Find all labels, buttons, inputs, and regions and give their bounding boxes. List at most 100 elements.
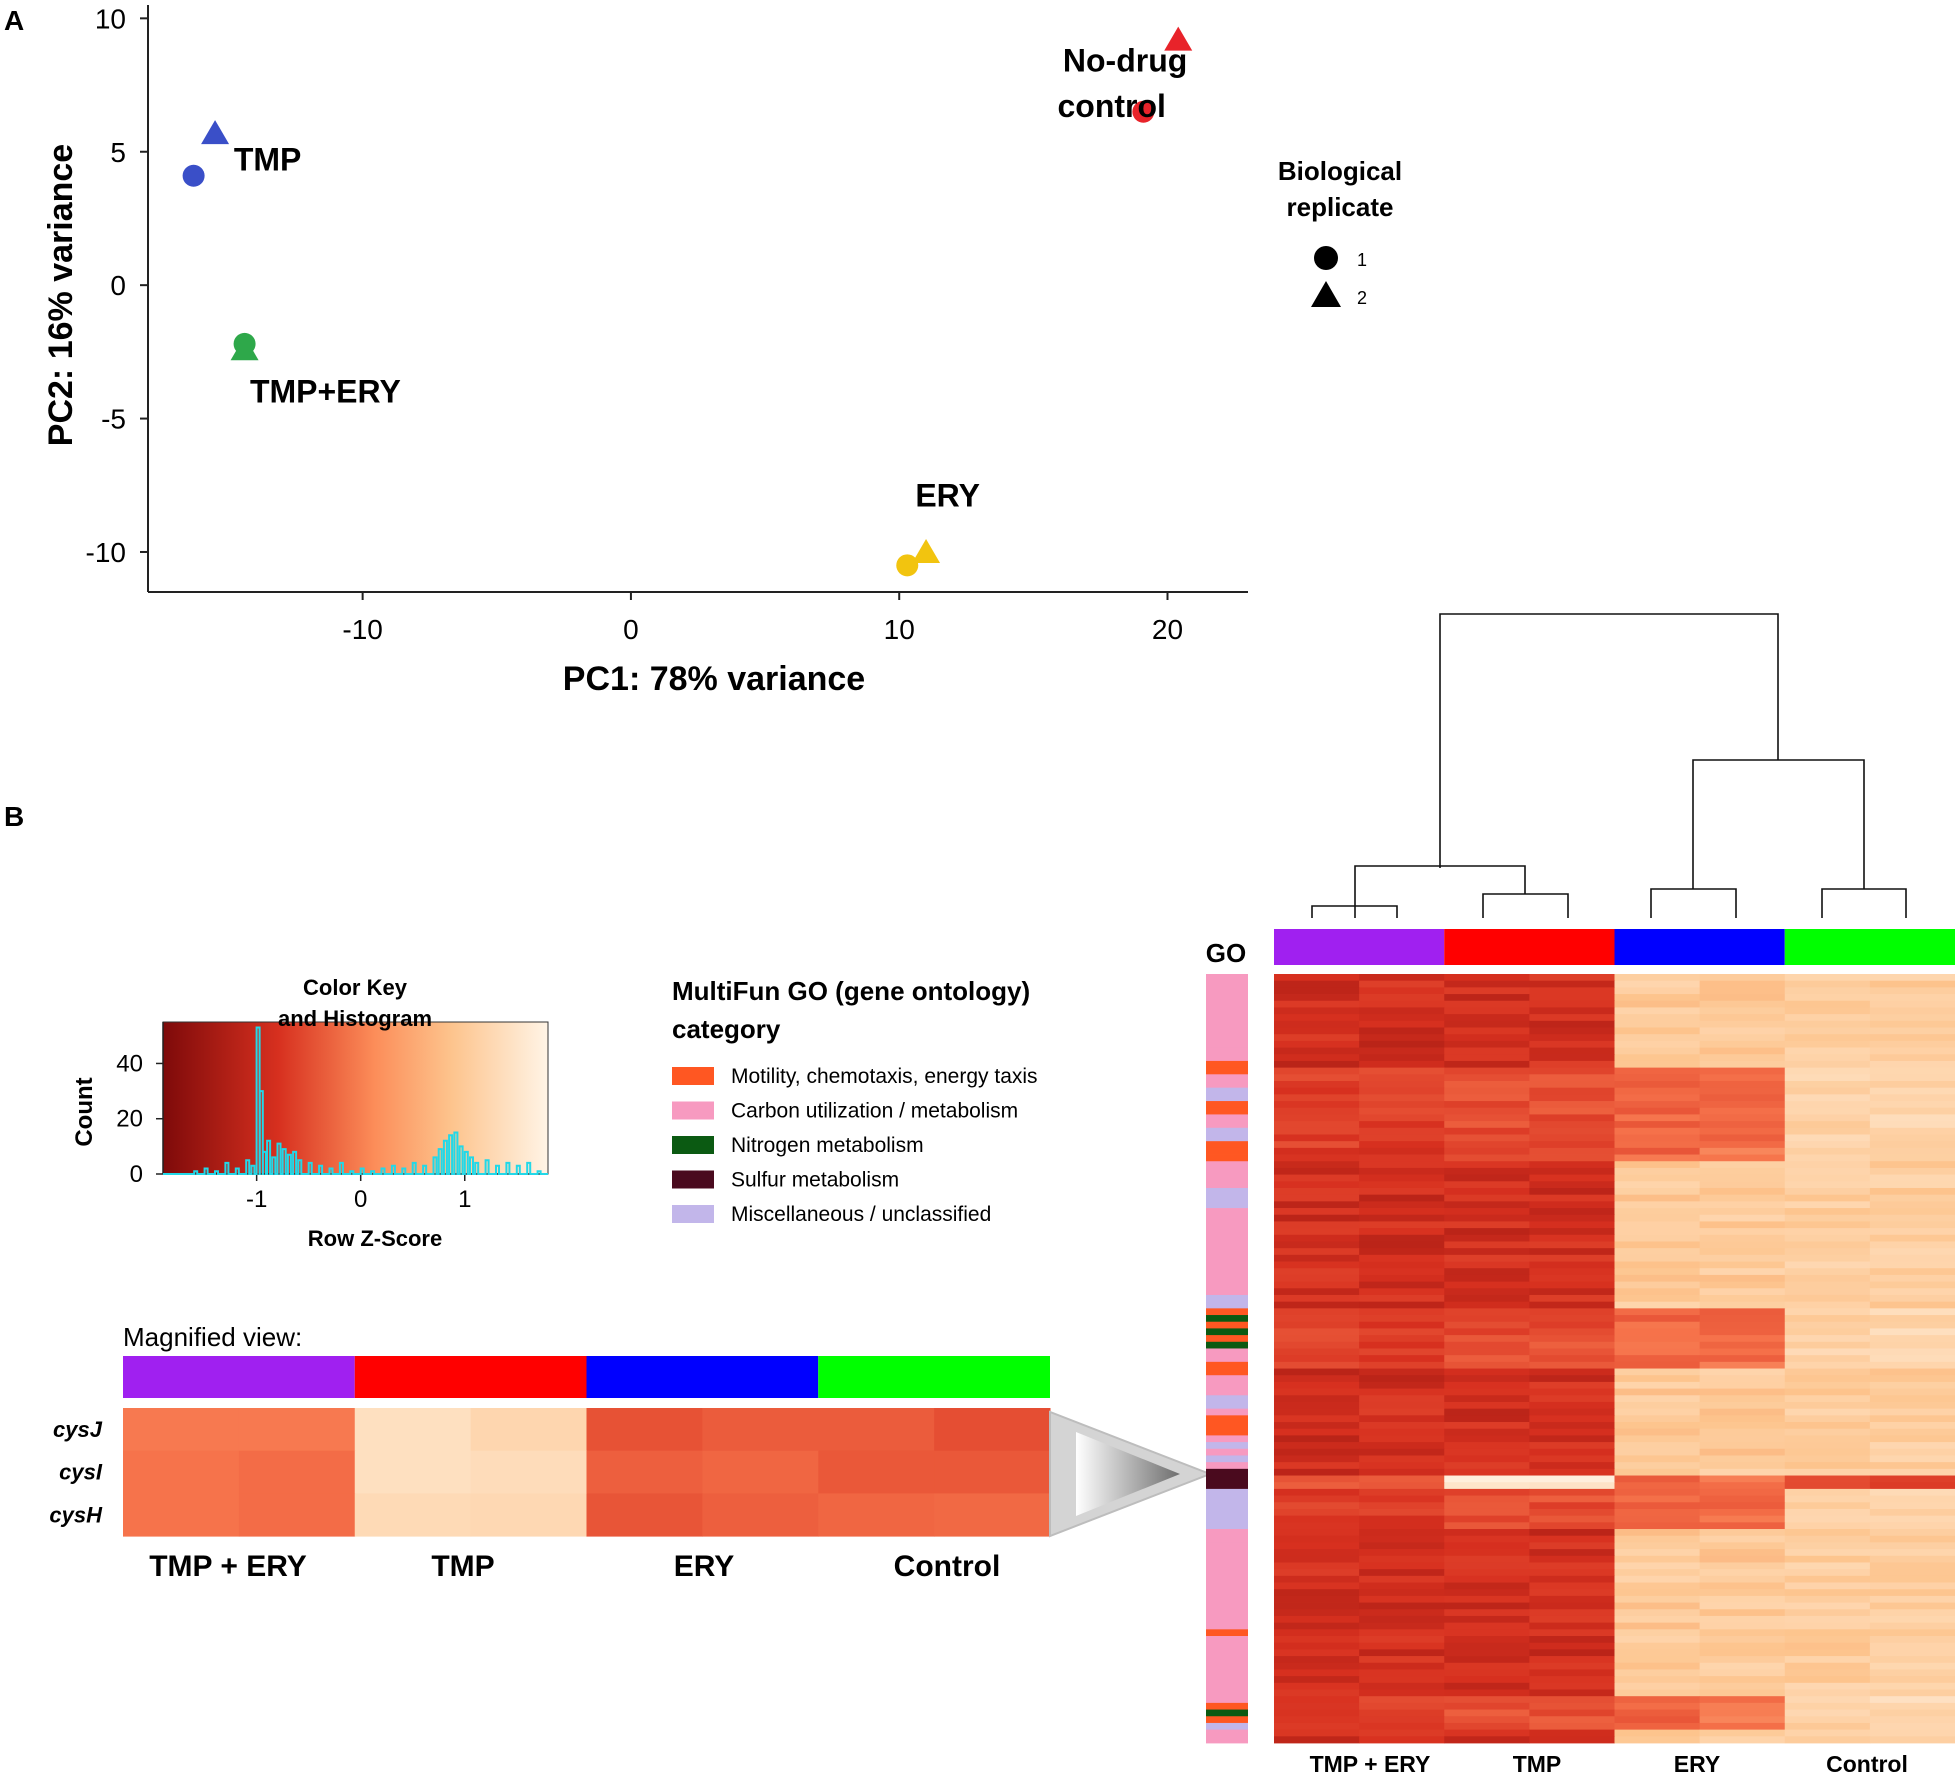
heatmap-cell bbox=[1699, 1395, 1786, 1403]
heatmap-cell bbox=[1699, 1649, 1786, 1657]
magnified-group-label: TMP + ERY bbox=[149, 1550, 307, 1583]
heatmap-cell bbox=[1529, 1141, 1615, 1149]
heatmap-cell bbox=[1444, 1301, 1530, 1309]
pca-y-tick-label: -5 bbox=[101, 404, 126, 435]
heatmap-cell bbox=[1614, 1161, 1701, 1169]
heatmap-cell bbox=[1784, 1308, 1871, 1316]
heatmap-cell bbox=[1444, 1602, 1530, 1610]
heatmap-cell bbox=[1529, 1676, 1615, 1684]
heatmap-cell bbox=[1444, 1395, 1530, 1403]
heatmap-cell bbox=[1784, 1000, 1871, 1008]
heatmap-cell bbox=[1784, 1422, 1871, 1430]
heatmap-cell bbox=[1359, 1622, 1445, 1630]
heatmap-cell bbox=[1529, 987, 1615, 995]
go-category-cell bbox=[1206, 1341, 1248, 1349]
heatmap-cell bbox=[1869, 1709, 1955, 1717]
heatmap-cell bbox=[1699, 1442, 1786, 1450]
heatmap-cell bbox=[1444, 1201, 1530, 1209]
legend-triangle-icon bbox=[1311, 281, 1341, 307]
heatmap-cell bbox=[1274, 1522, 1360, 1530]
heatmap-cell bbox=[1274, 987, 1360, 995]
heatmap-cell bbox=[1699, 1682, 1786, 1690]
heatmap-cell bbox=[1359, 1736, 1445, 1744]
pca-x-tick-label: 20 bbox=[1152, 614, 1183, 645]
go-category-cell bbox=[1206, 1074, 1248, 1082]
heatmap-cell bbox=[1699, 1582, 1786, 1590]
heatmap-cell bbox=[1444, 1027, 1530, 1035]
heatmap-cell bbox=[1614, 1508, 1701, 1517]
heatmap-cell bbox=[1359, 1321, 1445, 1329]
magnified-heatmap-cell bbox=[818, 1408, 935, 1452]
heatmap-cell bbox=[1784, 1722, 1871, 1731]
go-category-cell bbox=[1206, 1375, 1248, 1383]
heatmap-cell bbox=[1359, 1187, 1445, 1196]
go-category-cell bbox=[1206, 1448, 1248, 1456]
heatmap-group-color-bar bbox=[1274, 929, 1445, 965]
heatmap-cell bbox=[1614, 1676, 1701, 1684]
heatmap-cell bbox=[1359, 1167, 1445, 1176]
heatmap-cell bbox=[1359, 974, 1445, 982]
heatmap-cell bbox=[1784, 1375, 1871, 1383]
go-legend-title-line-1: MultiFun GO (gene ontology) bbox=[672, 976, 1030, 1006]
heatmap-cell bbox=[1274, 1121, 1360, 1129]
heatmap-cell bbox=[1444, 1114, 1530, 1122]
heatmap-cell bbox=[1869, 1482, 1955, 1490]
heatmap-cell bbox=[1869, 1241, 1955, 1249]
heatmap-cell bbox=[1444, 1689, 1530, 1697]
heatmap-cell bbox=[1359, 1181, 1445, 1189]
go-category-cell bbox=[1206, 994, 1248, 1002]
heatmap-cell bbox=[1444, 1194, 1530, 1202]
heatmap-cell bbox=[1784, 1315, 1871, 1323]
magnified-heatmap-cell bbox=[354, 1450, 472, 1494]
heatmap-cell bbox=[1614, 1268, 1701, 1276]
heatmap-cell bbox=[1529, 1134, 1615, 1142]
go-category-cell bbox=[1206, 974, 1248, 982]
go-category-cell bbox=[1206, 1649, 1248, 1657]
heatmap-cell bbox=[1784, 1348, 1871, 1356]
heatmap-cell bbox=[1359, 1415, 1445, 1423]
go-legend-swatch bbox=[672, 1170, 714, 1189]
heatmap-cell bbox=[1359, 1027, 1445, 1035]
go-category-cell bbox=[1206, 987, 1248, 995]
heatmap-cell bbox=[1869, 1228, 1955, 1236]
heatmap-cell bbox=[1529, 1067, 1615, 1075]
heatmap-cell bbox=[1444, 1375, 1530, 1383]
heatmap-cell bbox=[1784, 1221, 1871, 1229]
heatmap-cell bbox=[1444, 1335, 1530, 1343]
magnified-group-color-bar bbox=[123, 1356, 355, 1398]
heatmap-cell bbox=[1274, 1281, 1360, 1289]
heatmap-cell bbox=[1614, 1040, 1701, 1048]
heatmap-cell bbox=[1529, 1268, 1615, 1276]
heatmap-cell bbox=[1359, 1067, 1445, 1075]
magnified-heatmap-cell bbox=[123, 1493, 240, 1537]
heatmap-cell bbox=[1614, 1027, 1701, 1035]
heatmap-cell bbox=[1784, 1435, 1871, 1443]
heatmap-cell bbox=[1614, 1442, 1701, 1450]
heatmap-cell bbox=[1529, 1415, 1615, 1423]
heatmap-cell bbox=[1614, 1214, 1701, 1222]
heatmap-cell bbox=[1529, 1341, 1615, 1349]
heatmap-cell bbox=[1614, 1736, 1701, 1744]
heatmap-cell bbox=[1359, 1709, 1445, 1717]
heatmap-cell bbox=[1274, 1268, 1360, 1276]
heatmap-cell bbox=[1784, 1328, 1871, 1336]
go-category-cell bbox=[1206, 1549, 1248, 1557]
heatmap-cell bbox=[1699, 1067, 1786, 1075]
heatmap-cell bbox=[1359, 1696, 1445, 1704]
heatmap-cell bbox=[1529, 1000, 1615, 1008]
heatmap-cell bbox=[1274, 1107, 1360, 1115]
go-category-cell bbox=[1206, 1147, 1248, 1155]
heatmap-cell bbox=[1274, 1094, 1360, 1102]
heatmap-cell bbox=[1529, 1615, 1615, 1624]
heatmap-cell bbox=[1869, 1488, 1955, 1496]
heatmap-cell bbox=[1784, 1060, 1871, 1069]
heatmap-cell bbox=[1784, 1248, 1871, 1256]
heatmap-cell bbox=[1869, 1375, 1955, 1383]
heatmap-cell bbox=[1529, 1669, 1615, 1677]
go-category-cell bbox=[1206, 1000, 1248, 1008]
pca-point-replicate-1 bbox=[896, 554, 919, 577]
heatmap-cell bbox=[1444, 1268, 1530, 1276]
heatmap-cell bbox=[1274, 1000, 1360, 1008]
heatmap-cell bbox=[1869, 1602, 1955, 1610]
heatmap-cell bbox=[1274, 1595, 1360, 1603]
